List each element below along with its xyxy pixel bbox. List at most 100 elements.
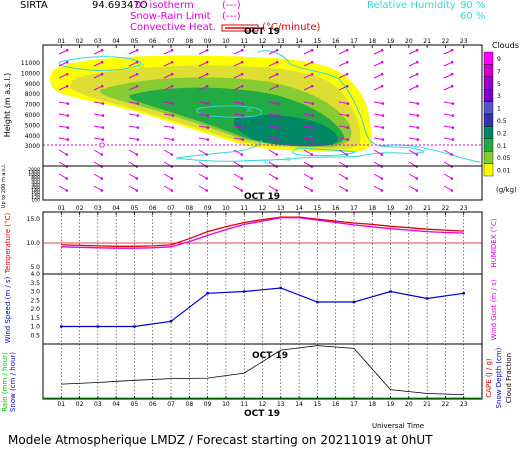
cape-ylabel: CAPE (J / g) xyxy=(485,358,493,398)
rh-contour-60-left xyxy=(58,56,142,71)
wind-arrow-head xyxy=(170,60,174,64)
wind-arrow xyxy=(233,125,243,129)
wind-grid xyxy=(61,274,464,344)
x-tick-label: 08 xyxy=(186,38,194,45)
wind-arrow-head xyxy=(345,48,349,52)
x-tick-label: 02 xyxy=(76,38,84,45)
wind-arrow-head xyxy=(240,189,244,192)
x-tick-label: 11 xyxy=(240,38,248,45)
wind-arrow xyxy=(93,49,103,55)
wind-arrow-head xyxy=(450,153,454,156)
wind-y-tick-label: 2.5 xyxy=(30,297,40,304)
wind-arrow-head xyxy=(310,48,314,52)
rh-contour-90-low xyxy=(292,147,357,157)
wind-arrow-head xyxy=(241,126,245,129)
xaxis-title: Universal Time xyxy=(372,422,424,430)
cloud-legend-swatch xyxy=(483,138,494,152)
legend-rh-60: 60 % xyxy=(460,11,485,22)
wind-arrow xyxy=(198,125,208,129)
wind-speed-point xyxy=(425,297,429,300)
wind-arrow-head xyxy=(135,60,139,64)
series-line-humidex xyxy=(61,217,464,249)
cloud-legend-label: 0.5 xyxy=(497,118,507,125)
legend-snow-rain-label: Snow-Rain Limit xyxy=(130,11,211,22)
wind-arrow xyxy=(128,49,138,55)
x-tick-label: 04 xyxy=(112,401,120,408)
wind-speed-point xyxy=(243,290,246,293)
legend-isotherm-label: 0° isotherm xyxy=(135,0,194,11)
wind-arrow-head xyxy=(135,189,139,192)
temperature-y-tick-label: 10.0 xyxy=(27,240,41,247)
wind-arrow-head xyxy=(171,126,175,129)
x-tick-label: 20 xyxy=(405,205,413,212)
cloud-legend-label: 1 xyxy=(497,106,501,113)
wind-arrow xyxy=(373,85,383,91)
x-tick-label: 09 xyxy=(204,401,212,408)
legend-isotherm-symbol: (---) xyxy=(222,0,241,11)
wind-y-tick-label: 1.0 xyxy=(30,324,40,331)
wind-arrow xyxy=(408,185,418,191)
wind-arrow xyxy=(268,149,278,155)
wind-arrow xyxy=(128,113,138,117)
wind-arrow-head xyxy=(450,48,454,52)
wind-arrow xyxy=(443,61,453,67)
wind-arrow xyxy=(198,49,208,55)
wind-arrow-head xyxy=(450,189,454,192)
wind-arrow xyxy=(443,185,453,191)
cloud-xticks-top: 01 02 03 04 05 06 07 08 09 10 11 12 13 14 15 16 17 18 19 20… xyxy=(57,38,468,48)
wind-arrow-head xyxy=(346,114,350,117)
wind-arrow xyxy=(443,85,453,91)
wind-arrow xyxy=(128,137,138,141)
cloud-legend-label: 3 xyxy=(497,93,501,100)
cloud-y-tick-label: 180 xyxy=(31,187,40,193)
cloud-yticks: 11000 10000 9000 8000 7000 6000 5000 4000 3000 20… xyxy=(21,60,40,204)
cloud-ylabel-note: Up to 200 m a.s.l. xyxy=(1,163,7,208)
wind-arrow-head xyxy=(276,126,280,129)
cloud-legend: 9 7 5 3 1 0.5 0.2 0.1 0.05 0.01 xyxy=(483,51,511,177)
wind-arrow xyxy=(408,137,418,141)
cloud-contour-05 xyxy=(233,115,338,147)
x-tick-label: 15 xyxy=(314,205,322,212)
wind-arrow xyxy=(443,137,453,141)
wind-arrow-head xyxy=(415,189,419,192)
wind-arrow-head xyxy=(65,84,69,88)
x-tick-label: 09 xyxy=(204,38,212,45)
cloud-legend-swatch xyxy=(483,113,494,127)
wind-arrow-head xyxy=(415,153,419,156)
wind-arrow xyxy=(268,185,278,191)
wind-arrow-head xyxy=(135,48,139,52)
x-tick-label: 14 xyxy=(295,401,303,408)
wind-arrow xyxy=(338,73,348,79)
wind-arrow-head xyxy=(345,60,349,64)
wind-arrow xyxy=(408,125,418,129)
wind-arrow xyxy=(443,73,453,79)
wind-arrow-head xyxy=(345,177,349,180)
wind-y-tick-label: 1.5 xyxy=(30,315,40,322)
temperature-ylabel: Temperature (°C) xyxy=(4,213,12,275)
wind-arrow xyxy=(233,149,243,155)
wind-arrow-head xyxy=(380,177,384,180)
x-tick-label: 14 xyxy=(295,205,303,212)
wind-arrow-head xyxy=(275,189,279,192)
wind-arrow xyxy=(303,125,313,129)
x-tick-label: 14 xyxy=(295,38,303,45)
wind-arrow-head xyxy=(450,72,454,76)
x-tick-label: 22 xyxy=(442,38,450,45)
wind-arrow-head xyxy=(101,102,105,105)
wind-speed-point xyxy=(279,286,282,290)
wind-speed-point xyxy=(316,300,319,304)
temperature-date-label: OCT 19 xyxy=(244,192,280,202)
wind-arrow xyxy=(408,149,418,155)
x-tick-label: 06 xyxy=(149,401,157,408)
cloud-legend-swatch xyxy=(483,64,494,78)
wind-arrow xyxy=(268,137,278,141)
wind-arrow xyxy=(58,125,68,129)
wind-arrow-head xyxy=(241,102,245,105)
wind-arrow-head xyxy=(66,126,70,129)
wind-arrow-head xyxy=(100,84,104,88)
wind-arrow xyxy=(338,137,348,141)
x-tick-label: 21 xyxy=(423,205,431,212)
snow-depth-ylabel: Snow Depth (cm) xyxy=(495,347,503,408)
wind-arrow-head xyxy=(65,177,69,180)
